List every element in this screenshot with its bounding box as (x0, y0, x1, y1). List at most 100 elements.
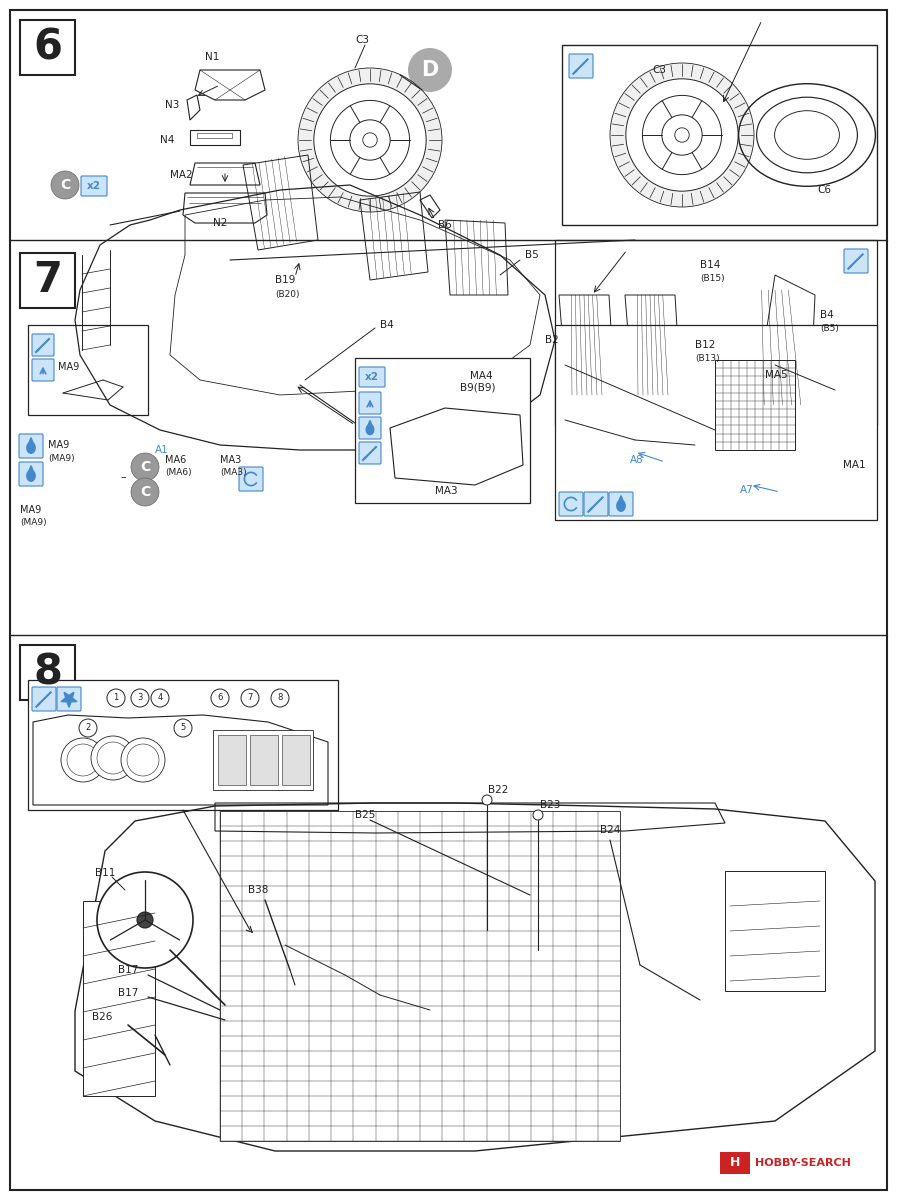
Text: C: C (140, 485, 150, 499)
FancyBboxPatch shape (32, 359, 54, 382)
Circle shape (482, 794, 492, 805)
Text: C: C (140, 460, 150, 474)
Text: MA9: MA9 (58, 362, 79, 372)
FancyBboxPatch shape (609, 492, 633, 516)
Bar (83, 901, 155, 1096)
Text: 4: 4 (157, 694, 162, 702)
Circle shape (97, 742, 129, 774)
Circle shape (350, 120, 390, 160)
FancyBboxPatch shape (19, 434, 43, 458)
Text: (B5): (B5) (820, 324, 839, 332)
Circle shape (61, 738, 105, 782)
Bar (20, 646, 75, 700)
Text: C: C (60, 178, 70, 192)
Circle shape (362, 133, 378, 148)
Text: MA6: MA6 (165, 455, 187, 464)
Text: C3: C3 (652, 65, 666, 74)
Text: (MA9): (MA9) (20, 518, 47, 528)
Circle shape (107, 689, 125, 707)
Circle shape (151, 689, 169, 707)
Circle shape (91, 736, 135, 780)
Text: B5: B5 (525, 250, 539, 260)
Text: (MA9): (MA9) (48, 454, 74, 462)
FancyBboxPatch shape (32, 334, 54, 356)
FancyBboxPatch shape (239, 467, 263, 491)
Bar (197, 133, 232, 138)
Polygon shape (28, 438, 34, 446)
Text: (MA6): (MA6) (165, 468, 192, 478)
Circle shape (533, 810, 543, 820)
Text: 8: 8 (33, 652, 62, 694)
Circle shape (174, 719, 192, 737)
Text: N2: N2 (213, 218, 227, 228)
Circle shape (67, 744, 99, 776)
FancyBboxPatch shape (19, 462, 43, 486)
Text: B9(B9): B9(B9) (460, 382, 495, 392)
Text: x2: x2 (365, 372, 379, 382)
Text: A8: A8 (630, 455, 644, 464)
FancyBboxPatch shape (569, 54, 593, 78)
Text: (B20): (B20) (275, 290, 300, 300)
Text: B4: B4 (820, 310, 833, 320)
Text: MA9: MA9 (48, 440, 69, 450)
Circle shape (131, 478, 159, 506)
Circle shape (610, 62, 754, 206)
FancyBboxPatch shape (32, 686, 56, 710)
Text: C6: C6 (817, 185, 831, 194)
Ellipse shape (27, 470, 35, 481)
Text: B6: B6 (438, 220, 452, 230)
FancyBboxPatch shape (844, 248, 868, 272)
Bar (725, 871, 825, 991)
Bar (20, 253, 75, 308)
Text: x2: x2 (87, 181, 101, 191)
Text: (MA3): (MA3) (220, 468, 247, 478)
Circle shape (79, 719, 97, 737)
Circle shape (211, 689, 229, 707)
Polygon shape (61, 692, 77, 707)
Ellipse shape (366, 425, 374, 434)
Circle shape (131, 689, 149, 707)
Bar (555, 240, 877, 425)
Text: C3: C3 (355, 35, 369, 44)
Circle shape (271, 689, 289, 707)
Text: B19: B19 (275, 275, 295, 284)
Circle shape (51, 170, 79, 199)
FancyBboxPatch shape (359, 442, 381, 464)
Text: 1: 1 (113, 694, 118, 702)
Circle shape (642, 96, 721, 174)
FancyBboxPatch shape (57, 686, 81, 710)
Circle shape (662, 115, 702, 155)
Circle shape (314, 84, 426, 196)
FancyBboxPatch shape (559, 492, 583, 516)
Text: (B15): (B15) (700, 274, 725, 282)
Text: MA3: MA3 (220, 455, 241, 464)
Text: 6: 6 (33, 26, 62, 68)
Circle shape (131, 452, 159, 481)
Text: B14: B14 (700, 260, 720, 270)
Text: B2: B2 (545, 335, 559, 346)
Text: B4: B4 (380, 320, 394, 330)
Circle shape (675, 127, 689, 142)
Text: HOBBY-SEARCH: HOBBY-SEARCH (755, 1158, 851, 1168)
Text: MA4: MA4 (470, 371, 492, 382)
Bar (250, 734, 278, 785)
Bar (562, 44, 877, 226)
Text: 7: 7 (33, 259, 62, 301)
Text: MA3: MA3 (435, 486, 457, 496)
Ellipse shape (617, 500, 625, 511)
Text: 2: 2 (85, 724, 91, 732)
FancyBboxPatch shape (584, 492, 608, 516)
Bar (20, 20, 75, 74)
Circle shape (626, 79, 738, 191)
Text: B38: B38 (248, 886, 268, 895)
Text: 3: 3 (137, 694, 143, 702)
Text: 5: 5 (180, 724, 186, 732)
Bar (213, 730, 313, 790)
FancyBboxPatch shape (359, 367, 385, 386)
Circle shape (408, 48, 452, 92)
Polygon shape (618, 496, 624, 504)
Text: B26: B26 (92, 1012, 112, 1022)
Bar (715, 360, 795, 450)
Circle shape (137, 912, 153, 928)
Text: B25: B25 (355, 810, 375, 820)
